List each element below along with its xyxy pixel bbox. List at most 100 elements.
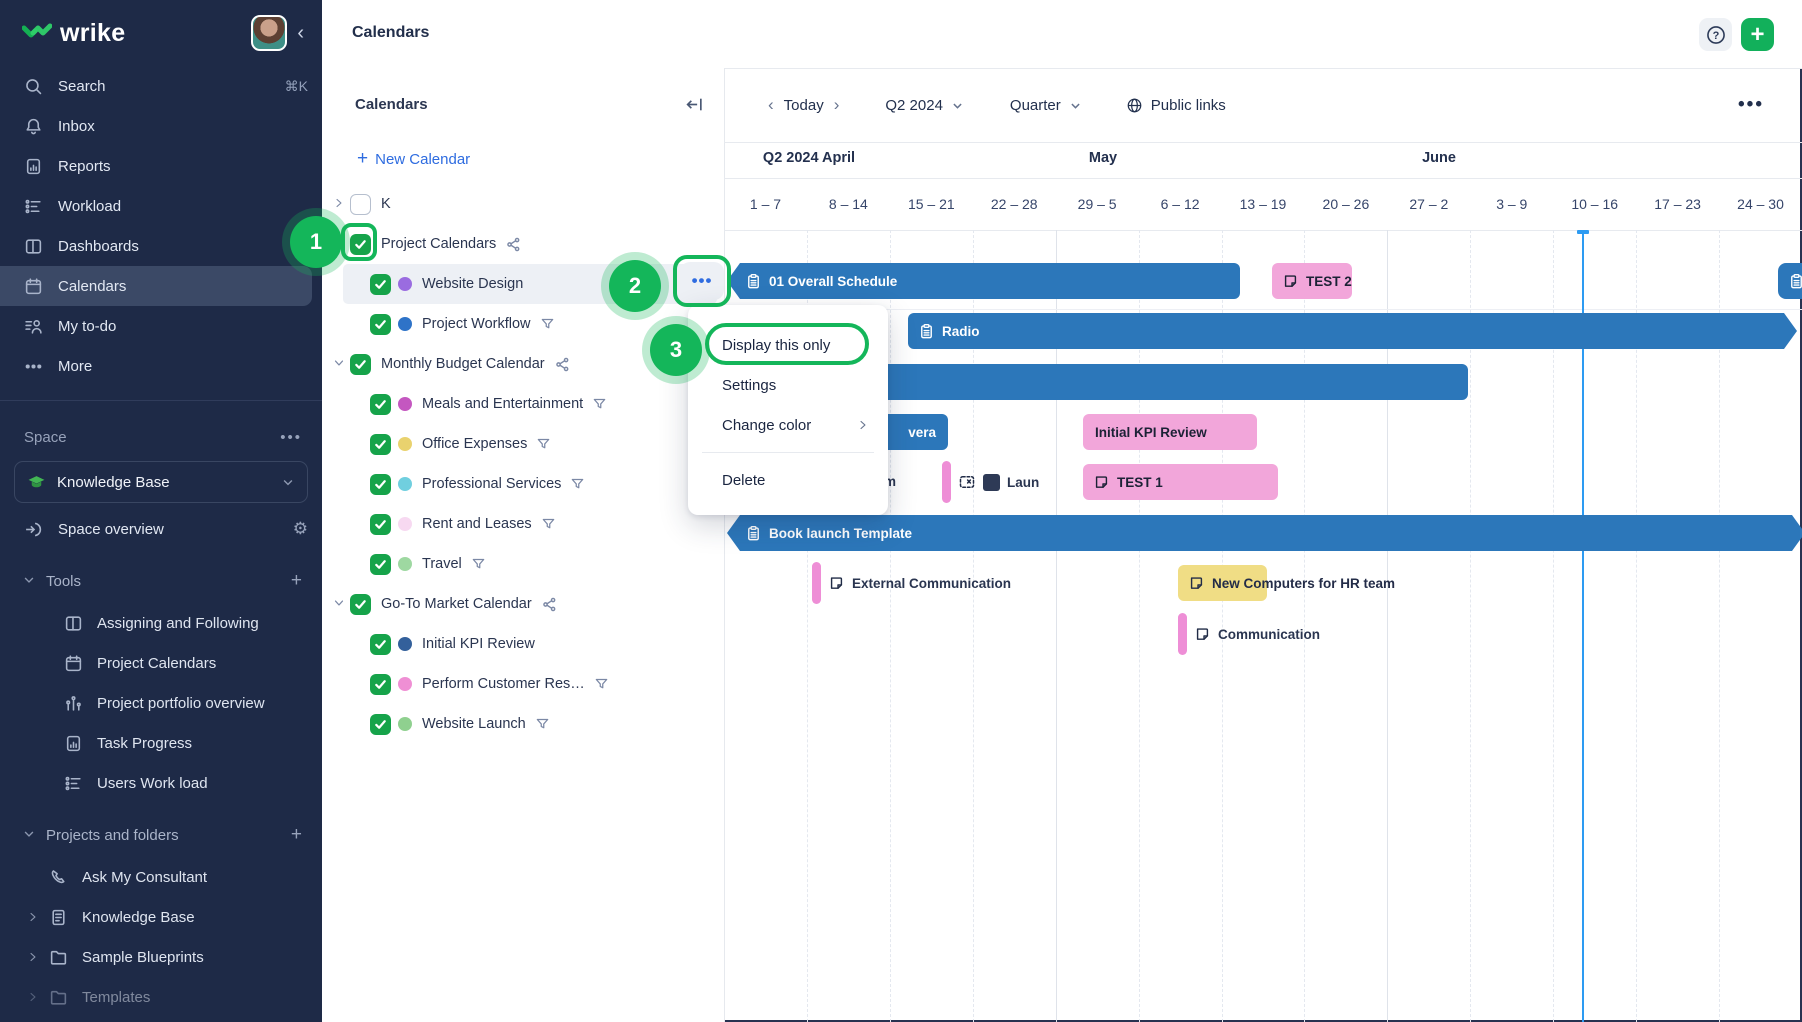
prev-period-icon[interactable]: ‹ bbox=[768, 95, 774, 114]
tool-item-users-work-load[interactable]: Users Work load bbox=[0, 763, 322, 803]
tool-item-label: Project portfolio overview bbox=[97, 694, 265, 712]
help-button[interactable]: ? bbox=[1699, 18, 1732, 51]
calendar-row-professional-services[interactable]: Professional Services bbox=[322, 464, 724, 504]
event-bar-initial-kpi-review[interactable]: Initial KPI Review bbox=[1083, 414, 1257, 450]
event-bar-unlabeled[interactable] bbox=[1778, 263, 1802, 299]
calendar-checkbox[interactable] bbox=[370, 673, 391, 695]
menu-item-change-color[interactable]: Change color bbox=[688, 405, 888, 445]
calendar-row-office-expenses[interactable]: Office Expenses bbox=[322, 424, 724, 464]
today-button[interactable]: Today bbox=[783, 96, 824, 114]
note-icon bbox=[1093, 474, 1110, 491]
calendar-checkbox[interactable] bbox=[370, 513, 391, 535]
calendar-checkbox[interactable] bbox=[370, 433, 391, 455]
clipboard-icon bbox=[1788, 273, 1802, 290]
menu-item-delete[interactable]: Delete bbox=[688, 460, 888, 500]
calendar-label: K bbox=[381, 196, 391, 212]
calendar-row-website-launch[interactable]: Website Launch bbox=[322, 704, 724, 744]
row-more-button[interactable]: ••• bbox=[680, 262, 724, 300]
tool-item-task-progress[interactable]: Task Progress bbox=[0, 723, 322, 763]
calendar-checkbox[interactable] bbox=[350, 593, 371, 615]
calendar-row-initial-kpi-review[interactable]: Initial KPI Review bbox=[322, 624, 724, 664]
chevron-down-icon bbox=[332, 596, 348, 612]
event-bar-01-overall-schedule[interactable]: 01 Overall Schedule bbox=[727, 263, 1240, 299]
calendar-row-project-workflow[interactable]: Project Workflow bbox=[322, 304, 724, 344]
calendar-checkbox[interactable] bbox=[370, 713, 391, 735]
space-more-icon[interactable]: ••• bbox=[280, 428, 302, 446]
wrike-logo[interactable]: wrike bbox=[22, 19, 251, 48]
event-open-external-communication[interactable]: External Communication bbox=[812, 562, 1011, 604]
event-bar-new-computers-for-hr-team[interactable]: New Computers for HR team bbox=[1178, 565, 1395, 601]
calendar-row-monthly-budget-calendar[interactable]: Monthly Budget Calendar bbox=[322, 344, 724, 384]
period-dropdown[interactable]: Q2 2024 bbox=[885, 97, 964, 114]
timeline-more-icon[interactable]: ••• bbox=[1738, 94, 1764, 115]
zoom-dropdown[interactable]: Quarter bbox=[1010, 97, 1082, 114]
project-item-templates[interactable]: Templates bbox=[0, 977, 322, 1017]
calendar-checkbox[interactable] bbox=[370, 273, 391, 295]
menu-item-settings[interactable]: Settings bbox=[688, 365, 888, 405]
sidebar-item-search[interactable]: Search ⌘K bbox=[0, 66, 322, 106]
add-project-icon[interactable]: + bbox=[290, 824, 302, 845]
sidebar-item-dashboards[interactable]: Dashboards bbox=[0, 226, 322, 266]
calendar-row-project-calendars[interactable]: Project Calendars bbox=[322, 224, 724, 264]
space-selector[interactable]: Knowledge Base bbox=[14, 461, 308, 503]
calendar-checkbox[interactable] bbox=[350, 193, 371, 215]
calendar-checkbox[interactable] bbox=[370, 553, 391, 575]
calendar-row-rent-and-leases[interactable]: Rent and Leases bbox=[322, 504, 724, 544]
event-bar-test-2[interactable]: TEST 2 bbox=[1272, 263, 1352, 299]
calendar-checkbox[interactable] bbox=[350, 233, 371, 255]
avatar[interactable] bbox=[251, 15, 288, 51]
share-icon bbox=[505, 236, 522, 253]
calendar-checkbox[interactable] bbox=[370, 473, 391, 495]
tool-item-project-calendars[interactable]: Project Calendars bbox=[0, 643, 322, 683]
month-label: June bbox=[1422, 150, 1456, 166]
timeline-toolbar: ‹ Today › Q2 2024 Quarter Public links •… bbox=[724, 68, 1802, 143]
public-links-button[interactable]: Public links bbox=[1126, 97, 1226, 114]
add-button[interactable]: + bbox=[1741, 18, 1774, 51]
new-calendar-button[interactable]: + New Calendar bbox=[322, 140, 724, 184]
event-label: 01 Overall Schedule bbox=[769, 273, 898, 289]
sidebar-item-my-to-do[interactable]: My to-do bbox=[0, 306, 322, 346]
tools-section-header[interactable]: Tools + bbox=[0, 559, 322, 603]
tool-item-assigning-and-following[interactable]: Assigning and Following bbox=[0, 603, 322, 643]
sidebar-item-workload[interactable]: Workload bbox=[0, 186, 322, 226]
sidebar-item-calendars[interactable]: Calendars bbox=[0, 266, 312, 306]
menu-item-display-this-only[interactable]: Display this only bbox=[688, 325, 888, 365]
calendar-row-meals-and-entertainment[interactable]: Meals and Entertainment bbox=[322, 384, 724, 424]
clipboard-icon bbox=[745, 525, 762, 542]
add-tool-icon[interactable]: + bbox=[290, 570, 302, 591]
event-bar-radio[interactable]: Radio bbox=[908, 313, 1797, 349]
event-bar-test-1[interactable]: TEST 1 bbox=[1083, 464, 1278, 500]
event-open-laun[interactable]: Laun bbox=[942, 461, 1039, 503]
filter-icon bbox=[570, 477, 585, 492]
sidebar-collapse-icon[interactable]: ‹ bbox=[297, 21, 304, 44]
collapse-panel-icon[interactable] bbox=[685, 95, 704, 114]
event-bar-book-launch-template[interactable]: Book launch Template bbox=[727, 515, 1802, 551]
sidebar-item-more[interactable]: More bbox=[0, 346, 322, 386]
calendar-checkbox[interactable] bbox=[370, 633, 391, 655]
event-open-communication[interactable]: Communication bbox=[1178, 613, 1320, 655]
gear-icon[interactable]: ⚙ bbox=[292, 519, 308, 538]
calendar-checkbox[interactable] bbox=[370, 393, 391, 415]
calendar-label: Website Launch bbox=[422, 716, 526, 732]
tool-item-project-portfolio-overview[interactable]: Project portfolio overview bbox=[0, 683, 322, 723]
folder-icon bbox=[49, 988, 68, 1007]
sidebar-item-inbox[interactable]: Inbox bbox=[0, 106, 322, 146]
calendar-row-perform-customer-res-[interactable]: Perform Customer Res… bbox=[322, 664, 724, 704]
sidebar-item-reports[interactable]: Reports bbox=[0, 146, 322, 186]
calendar-row-go-to-market-calendar[interactable]: Go-To Market Calendar bbox=[322, 584, 724, 624]
calendar-row-k[interactable]: K bbox=[322, 184, 724, 224]
calendar-checkbox[interactable] bbox=[350, 353, 371, 375]
next-period-icon[interactable]: › bbox=[833, 95, 840, 114]
project-item-ask-my-consultant[interactable]: Ask My Consultant bbox=[0, 857, 322, 897]
filter-icon bbox=[536, 437, 551, 452]
project-item-knowledge-base[interactable]: Knowledge Base bbox=[0, 897, 322, 937]
calendar-checkbox[interactable] bbox=[370, 313, 391, 335]
annotation-badge-3: 3 bbox=[650, 324, 702, 376]
projects-section-header[interactable]: Projects and folders + bbox=[0, 813, 322, 857]
project-item-sample-blueprints[interactable]: Sample Blueprints bbox=[0, 937, 322, 977]
sidebar-item-space-overview[interactable]: Space overview ⚙ bbox=[0, 509, 322, 549]
chevron-down-icon bbox=[951, 99, 964, 112]
calendar-row-travel[interactable]: Travel bbox=[322, 544, 724, 584]
project-item-label: Templates bbox=[82, 988, 151, 1006]
calendar-row-website-design[interactable]: Website Design bbox=[322, 264, 724, 304]
